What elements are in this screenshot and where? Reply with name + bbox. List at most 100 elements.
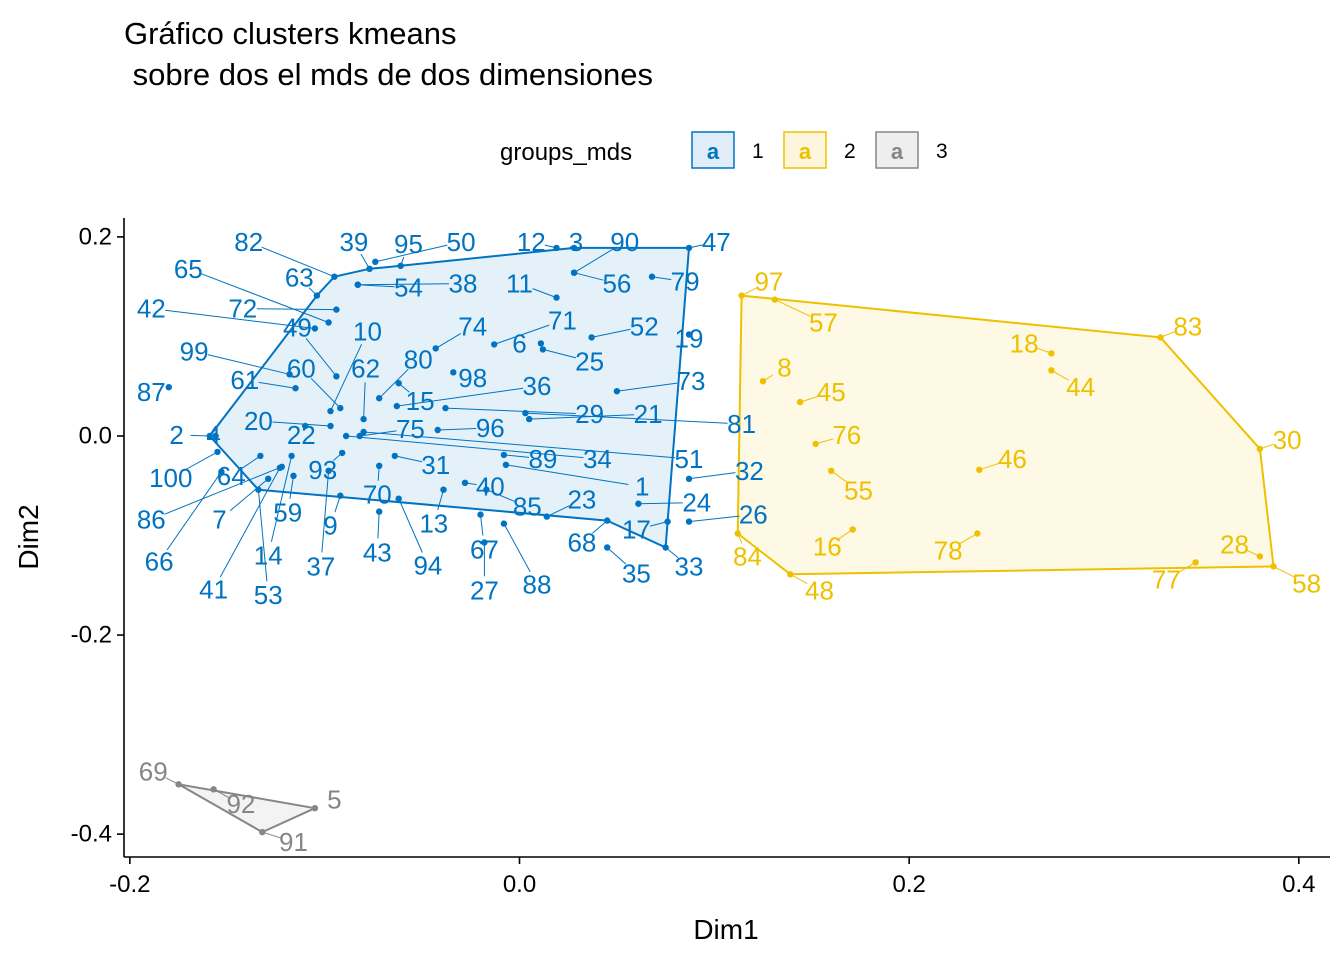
point-52: [588, 334, 595, 341]
point-69: [175, 781, 182, 788]
point-label-75: 75: [396, 414, 425, 444]
legend: groups_mds a 1 a 2 a 3: [500, 131, 948, 169]
point-11: [553, 294, 560, 301]
label-segment-78: [959, 533, 978, 544]
label-segment-68: [592, 520, 608, 534]
point-53: [255, 486, 262, 493]
label-segment-80: [378, 368, 409, 399]
point-label-91: 91: [279, 827, 308, 857]
point-label-57: 57: [809, 308, 838, 338]
point-label-33: 33: [675, 551, 704, 581]
point-label-90: 90: [610, 227, 639, 257]
label-segment-73: [616, 382, 678, 392]
point-label-34: 34: [583, 444, 612, 474]
point-27: [481, 539, 488, 546]
point-1: [502, 461, 510, 468]
point-label-27: 27: [470, 575, 499, 605]
point-label-50: 50: [447, 227, 476, 257]
point-82: [331, 273, 338, 280]
label-segment-82: [261, 246, 335, 278]
point-label-10: 10: [353, 317, 382, 347]
point-22: [302, 422, 309, 430]
point-label-11: 11: [506, 269, 533, 299]
x-axis-ticks: -0.2 0.0 0.2 0.4: [109, 857, 1316, 898]
label-segment-1: [505, 464, 629, 485]
point-label-98: 98: [458, 363, 487, 393]
point-label-69: 69: [139, 756, 168, 786]
point-label-51: 51: [675, 444, 704, 474]
legend-key-glyph-3: a: [891, 139, 904, 164]
point-29: [442, 404, 449, 412]
point-label-92: 92: [226, 789, 255, 819]
point-label-36: 36: [523, 371, 552, 401]
y-tick-label-0: 0.2: [79, 223, 112, 250]
point-2: [206, 432, 213, 440]
legend-item-2: a 2: [783, 131, 856, 169]
point-label-48: 48: [805, 575, 834, 605]
data-points: [165, 244, 1277, 836]
point-label-41: 41: [199, 574, 228, 604]
point-4: [212, 432, 219, 440]
y-tick-label-2: -0.2: [71, 622, 112, 649]
point-label-18: 18: [1010, 328, 1039, 358]
point-label-81: 81: [727, 409, 756, 439]
label-segment-37: [321, 470, 330, 553]
point-80: [376, 395, 383, 402]
label-segment-85: [486, 489, 515, 502]
label-segment-58: [1273, 565, 1295, 578]
point-88: [500, 520, 508, 527]
legend-key-3: [875, 131, 919, 169]
point-87: [165, 384, 172, 391]
point-35: [604, 544, 611, 551]
label-segment-62: [363, 382, 366, 420]
point-50: [372, 258, 379, 265]
x-tick-label-3: 0.4: [1282, 871, 1315, 898]
point-label-71: 71: [548, 306, 577, 336]
legend-item-3: a 3: [875, 131, 948, 169]
label-segment-66: [166, 471, 222, 551]
point-84: [734, 530, 741, 537]
point-label-79: 79: [671, 267, 700, 297]
point-label-49: 49: [283, 313, 312, 343]
point-label-97: 97: [754, 267, 783, 297]
point-label-31: 31: [421, 450, 450, 480]
legend-title: groups_mds: [500, 139, 632, 166]
point-label-66: 66: [145, 546, 174, 576]
label-segment-43: [377, 511, 380, 539]
point-label-83: 83: [1173, 312, 1202, 342]
point-47: [685, 244, 693, 252]
legend-label-2: 2: [844, 140, 856, 163]
label-segment-94: [398, 498, 423, 553]
point-24: [635, 500, 642, 507]
point-25: [539, 346, 547, 353]
point-48: [787, 571, 794, 578]
legend-key-glyph-2: a: [799, 139, 812, 164]
point-label-15: 15: [406, 386, 435, 416]
point-label-73: 73: [677, 366, 706, 396]
x-tick-label-2: 0.2: [892, 871, 925, 898]
point-15: [395, 380, 402, 387]
label-segment-52: [591, 328, 631, 338]
legend-label-3: 3: [936, 140, 948, 163]
point-label-9: 9: [323, 511, 337, 541]
label-segment-89: [503, 454, 530, 458]
point-label-20: 20: [244, 406, 273, 436]
label-segment-67: [480, 514, 484, 536]
point-label-55: 55: [844, 476, 873, 506]
point-3: [570, 244, 578, 252]
point-label-94: 94: [413, 550, 442, 580]
point-label-82: 82: [234, 227, 263, 257]
point-49: [333, 373, 340, 380]
point-17: [664, 518, 671, 525]
point-18: [1048, 350, 1055, 357]
point-label-56: 56: [602, 269, 631, 299]
point-label-19: 19: [675, 323, 704, 353]
point-77: [1192, 559, 1199, 566]
point-label-35: 35: [622, 558, 651, 588]
point-19: [685, 331, 693, 338]
point-20: [327, 422, 334, 430]
point-39: [366, 265, 373, 272]
axes: [123, 218, 1330, 858]
